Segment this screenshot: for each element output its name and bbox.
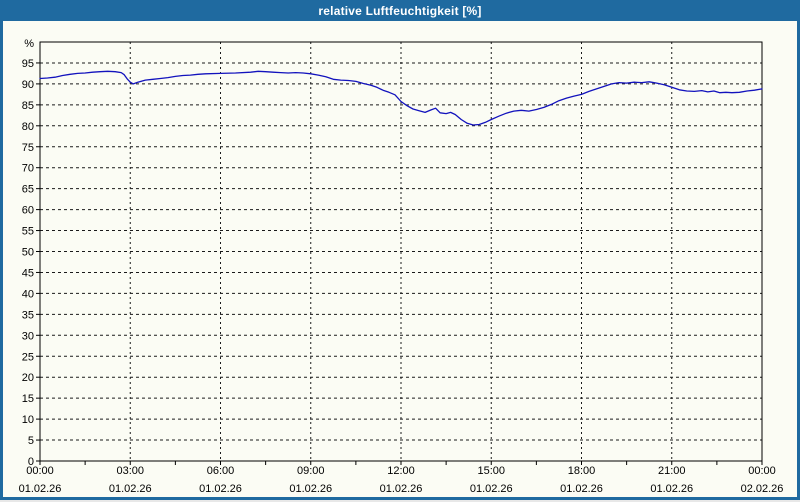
x-tick-date-label: 01.02.26 [19, 483, 62, 495]
y-tick-label: 35 [22, 309, 34, 321]
y-tick-label: 80 [22, 121, 34, 133]
y-tick-label: 20 [22, 372, 34, 384]
y-tick-label: 95 [22, 58, 34, 70]
y-tick-label: 0 [28, 456, 34, 468]
x-tick-date-label: 01.02.26 [380, 483, 423, 495]
x-tick-date-label: 01.02.26 [199, 483, 242, 495]
titlebar: relative Luftfeuchtigkeit [%] [0, 0, 800, 21]
x-tick-time-label: 18:00 [568, 465, 596, 477]
x-tick-date-label: 01.02.26 [560, 483, 603, 495]
x-tick-date-label: 01.02.26 [470, 483, 513, 495]
y-tick-label: 75 [22, 142, 34, 154]
y-tick-label: 40 [22, 288, 34, 300]
x-tick-time-label: 12:00 [387, 465, 415, 477]
plot-frame [39, 41, 763, 462]
y-tick-label: 25 [22, 351, 34, 363]
x-tick-date-label: 01.02.26 [289, 483, 332, 495]
y-tick-label: 30 [22, 330, 34, 342]
x-tick-time-label: 00:00 [748, 465, 776, 477]
y-tick-label: 10 [22, 414, 34, 426]
y-tick-label: 60 [22, 205, 34, 217]
y-tick-label: 70 [22, 163, 34, 175]
humidity-line [39, 70, 763, 126]
page-title: relative Luftfeuchtigkeit [%] [318, 3, 482, 18]
x-tick-time-label: 15:00 [477, 465, 505, 477]
y-tick-label: 55 [22, 226, 34, 238]
x-tick-time-label: 00:00 [26, 465, 54, 477]
x-tick-date-label: 02.02.26 [741, 483, 784, 495]
y-tick-label: 15 [22, 393, 34, 405]
chart-area: 0 5 10 15 20 25 30 35 40 45 50 55 60 65 70 75 80 85 90 95% 0… [3, 21, 797, 497]
y-axis-unit-label: % [24, 38, 34, 50]
y-tick-label: 5 [28, 435, 34, 447]
x-tick-time-label: 09:00 [297, 465, 325, 477]
y-tick-label: 85 [22, 100, 34, 112]
x-tick-date-label: 01.02.26 [650, 483, 693, 495]
y-tick-label: 45 [22, 267, 34, 279]
y-tick-label: 90 [22, 79, 34, 91]
x-tick-date-label: 01.02.26 [109, 483, 152, 495]
chart-canvas: 0 5 10 15 20 25 30 35 40 45 50 55 60 65 70 75 80 85 90 95% 0… [19, 38, 784, 495]
y-tick-label: 65 [22, 184, 34, 196]
y-tick-label: 50 [22, 247, 34, 259]
x-tick-time-label: 21:00 [658, 465, 686, 477]
x-tick-time-label: 06:00 [207, 465, 235, 477]
x-tick-time-label: 03:00 [116, 465, 144, 477]
